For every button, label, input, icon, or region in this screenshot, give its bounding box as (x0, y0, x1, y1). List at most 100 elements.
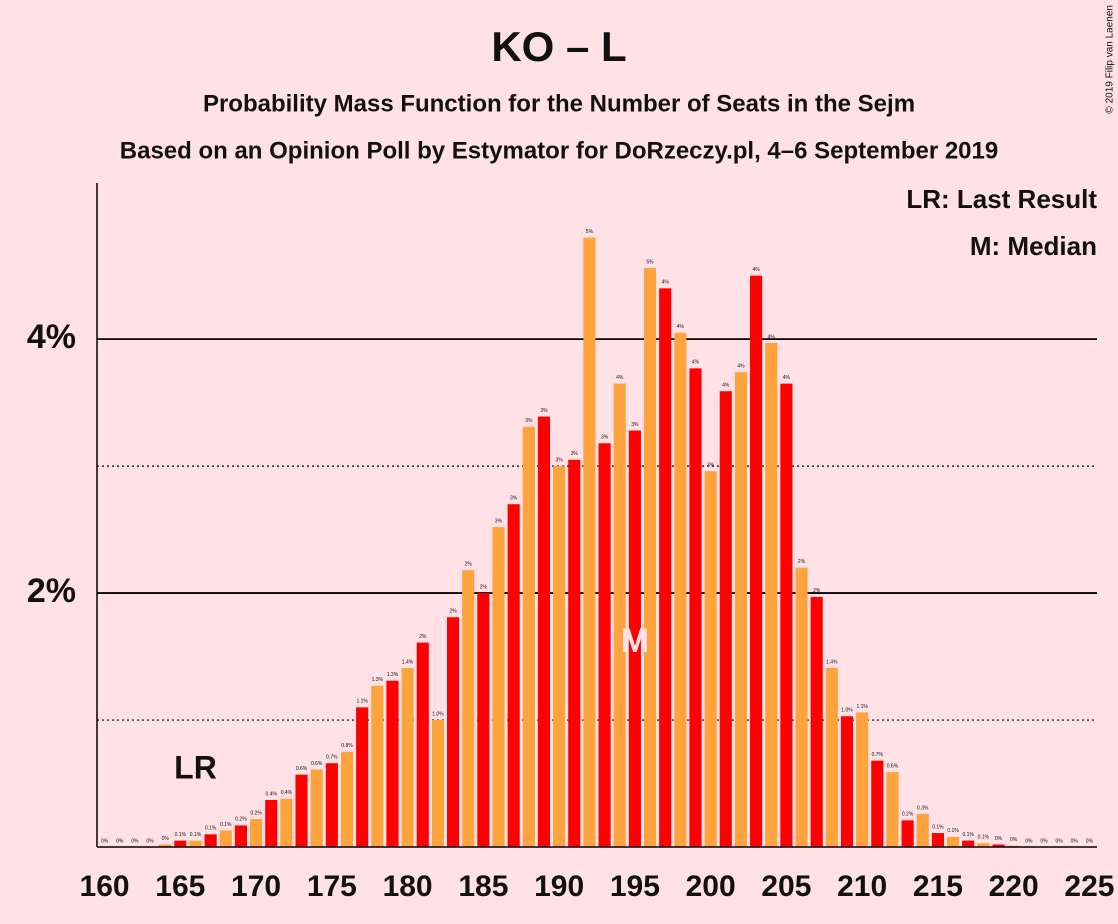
bar (386, 680, 399, 847)
x-tick-label: 175 (307, 870, 357, 903)
value-label: 1.1% (356, 699, 368, 705)
bar (492, 527, 505, 847)
bar (598, 443, 611, 847)
bar (295, 774, 308, 847)
value-label: 3% (495, 518, 503, 524)
value-label: 4% (692, 360, 700, 366)
bar (886, 772, 899, 847)
value-label: 2% (813, 588, 821, 594)
bar (916, 813, 929, 847)
bar (371, 685, 384, 847)
bar (613, 383, 626, 847)
value-label: 0% (146, 838, 154, 844)
bar (704, 471, 717, 847)
copyright: © 2019 Filip van Laenen (1105, 5, 1116, 114)
y-tick-label: 4% (27, 318, 76, 356)
value-label: 4% (662, 280, 670, 286)
value-label: 4% (616, 375, 624, 381)
value-label: 0.1% (932, 824, 944, 830)
value-label: 2% (449, 609, 457, 615)
value-label: 4% (737, 363, 745, 369)
value-label: 2% (798, 559, 806, 565)
value-label: 3% (510, 496, 518, 502)
bar (553, 466, 566, 847)
value-label: 0.2% (235, 817, 247, 823)
value-label: 1.3% (372, 677, 384, 683)
bar (780, 383, 793, 847)
bar (840, 716, 854, 847)
value-label: 3% (525, 418, 533, 424)
bar (931, 833, 944, 847)
bar (280, 798, 293, 847)
bar (689, 368, 702, 847)
bar (431, 720, 444, 847)
value-label: 0.4% (266, 791, 278, 797)
x-tick-label: 165 (155, 870, 205, 903)
value-label: 4% (783, 375, 791, 381)
bar (159, 844, 172, 847)
x-tick-label: 170 (231, 870, 281, 903)
bar (765, 342, 778, 847)
value-label: 4% (722, 383, 730, 389)
value-label: 1.1% (856, 704, 868, 710)
value-label: 4% (768, 334, 776, 340)
value-label: 0% (162, 836, 170, 842)
value-label: 0% (131, 838, 139, 844)
bar (750, 275, 763, 848)
bar (416, 642, 429, 847)
value-label: 0.2% (250, 810, 262, 816)
value-label: 0% (1010, 837, 1018, 843)
value-label: 0.1% (205, 826, 217, 832)
value-label: 0% (995, 836, 1003, 842)
value-label: 0.1% (190, 832, 202, 838)
bar (340, 751, 354, 847)
bar (643, 268, 657, 847)
x-tick-label: 160 (80, 870, 130, 903)
legend-entry: LR: Last Result (906, 184, 1097, 214)
bar (962, 840, 975, 847)
value-label: 0.7% (872, 752, 884, 758)
x-tick-label: 190 (534, 870, 584, 903)
bar (719, 391, 732, 847)
x-tick-label: 210 (837, 870, 887, 903)
chart-subtitle: Probability Mass Function for the Number… (203, 90, 915, 117)
value-label: 3% (631, 422, 639, 428)
value-label: 3% (571, 451, 579, 457)
bar (462, 570, 475, 847)
x-tick-label: 185 (458, 870, 508, 903)
value-label: 3% (540, 408, 548, 414)
bar (310, 769, 323, 847)
value-label: 0% (116, 838, 124, 844)
bar (734, 372, 747, 847)
value-label: 0.6% (296, 766, 308, 772)
y-tick-label: 2% (27, 572, 76, 610)
bar (977, 843, 990, 847)
value-label: 0.1% (978, 835, 990, 841)
bar (507, 504, 520, 847)
bar (522, 426, 535, 847)
value-label: 0% (1040, 838, 1048, 844)
value-label: 0.8% (341, 743, 353, 749)
bar (447, 617, 460, 847)
value-label: 5% (646, 259, 654, 265)
x-tick-label: 215 (913, 870, 963, 903)
bar (810, 596, 823, 847)
bar (628, 430, 641, 847)
value-label: 2% (419, 634, 427, 640)
chart-title: KO – L (491, 23, 626, 70)
bar (901, 820, 914, 847)
value-label: 2% (480, 584, 488, 590)
value-label: 0.6% (887, 763, 899, 769)
bar (189, 840, 202, 847)
x-tick-label: 220 (989, 870, 1039, 903)
value-label: 1.4% (826, 659, 838, 665)
value-label: 1.3% (387, 672, 399, 678)
bar (204, 834, 217, 847)
bar (325, 763, 338, 847)
value-label: 5% (586, 229, 594, 235)
value-label: 0% (1025, 838, 1033, 844)
bar (219, 830, 232, 847)
bar (568, 459, 581, 847)
bar (856, 712, 869, 847)
value-label: 0.1% (220, 822, 232, 828)
